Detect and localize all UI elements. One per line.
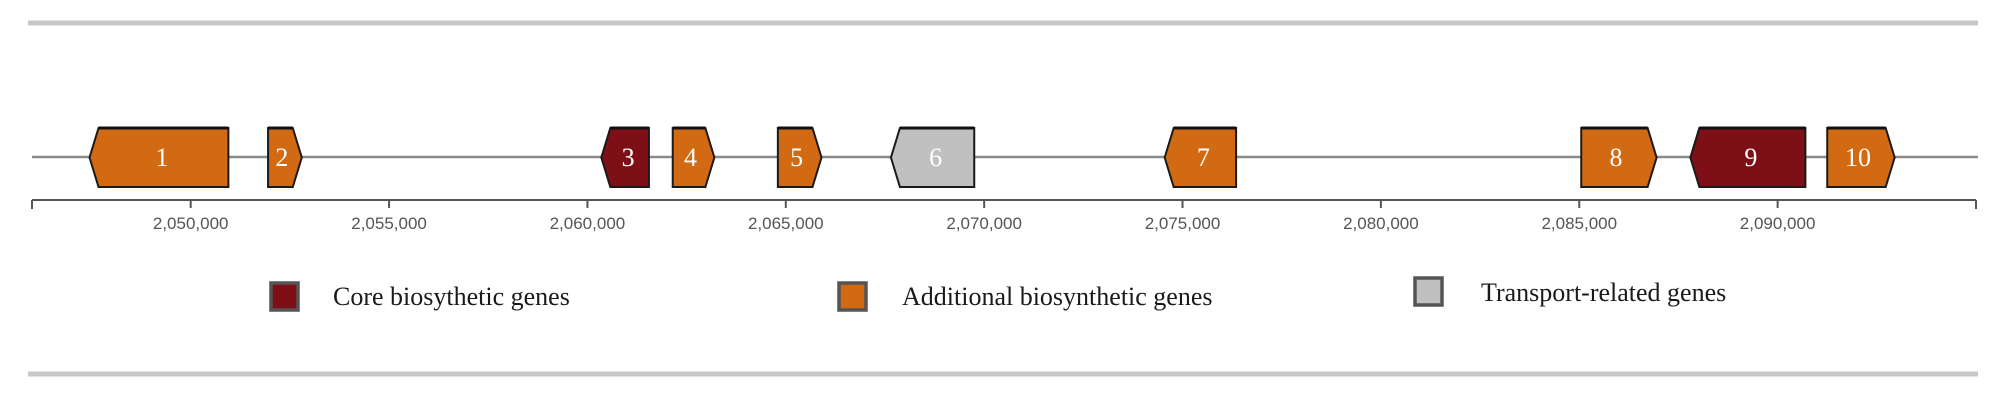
x-axis-tick-label: 2,050,000 — [153, 214, 229, 233]
gene-label: 7 — [1197, 143, 1210, 172]
gene-label: 9 — [1744, 143, 1757, 172]
legend-swatch-transport — [1413, 276, 1444, 307]
x-axis-tick-label: 2,075,000 — [1145, 214, 1221, 233]
genes: 1 2 3 4 5 6 7 8 9 10 — [88, 126, 1896, 188]
x-axis-tick-label: 2,070,000 — [946, 214, 1022, 233]
legend: Core biosythetic genes Additional biosynt… — [269, 276, 1726, 312]
legend-label-transport: Transport-related genes — [1481, 278, 1726, 307]
gene-label: 6 — [929, 143, 942, 172]
x-axis-ticks: 2,050,000 2,055,000 2,060,000 2,065,000 2,07… — [153, 200, 1816, 233]
gene-label: 2 — [275, 143, 288, 172]
x-axis-tick-label: 2,090,000 — [1740, 214, 1816, 233]
gene-label: 1 — [155, 143, 168, 172]
x-axis-tick-label: 2,085,000 — [1541, 214, 1617, 233]
legend-label-core: Core biosythetic genes — [333, 282, 570, 311]
legend-swatch-additional — [837, 281, 868, 312]
x-axis-tick-label: 2,060,000 — [550, 214, 626, 233]
x-axis-tick-label: 2,080,000 — [1343, 214, 1419, 233]
x-axis-tick-label: 2,055,000 — [351, 214, 427, 233]
x-axis-tick-label: 2,065,000 — [748, 214, 824, 233]
legend-swatch-core — [269, 281, 300, 312]
legend-label-additional: Additional biosynthetic genes — [902, 282, 1213, 311]
gene-label: 4 — [684, 143, 697, 172]
gene-label: 10 — [1845, 143, 1871, 172]
gene-label: 3 — [622, 143, 635, 172]
gene-label: 5 — [790, 143, 803, 172]
gene-label: 8 — [1609, 143, 1622, 172]
